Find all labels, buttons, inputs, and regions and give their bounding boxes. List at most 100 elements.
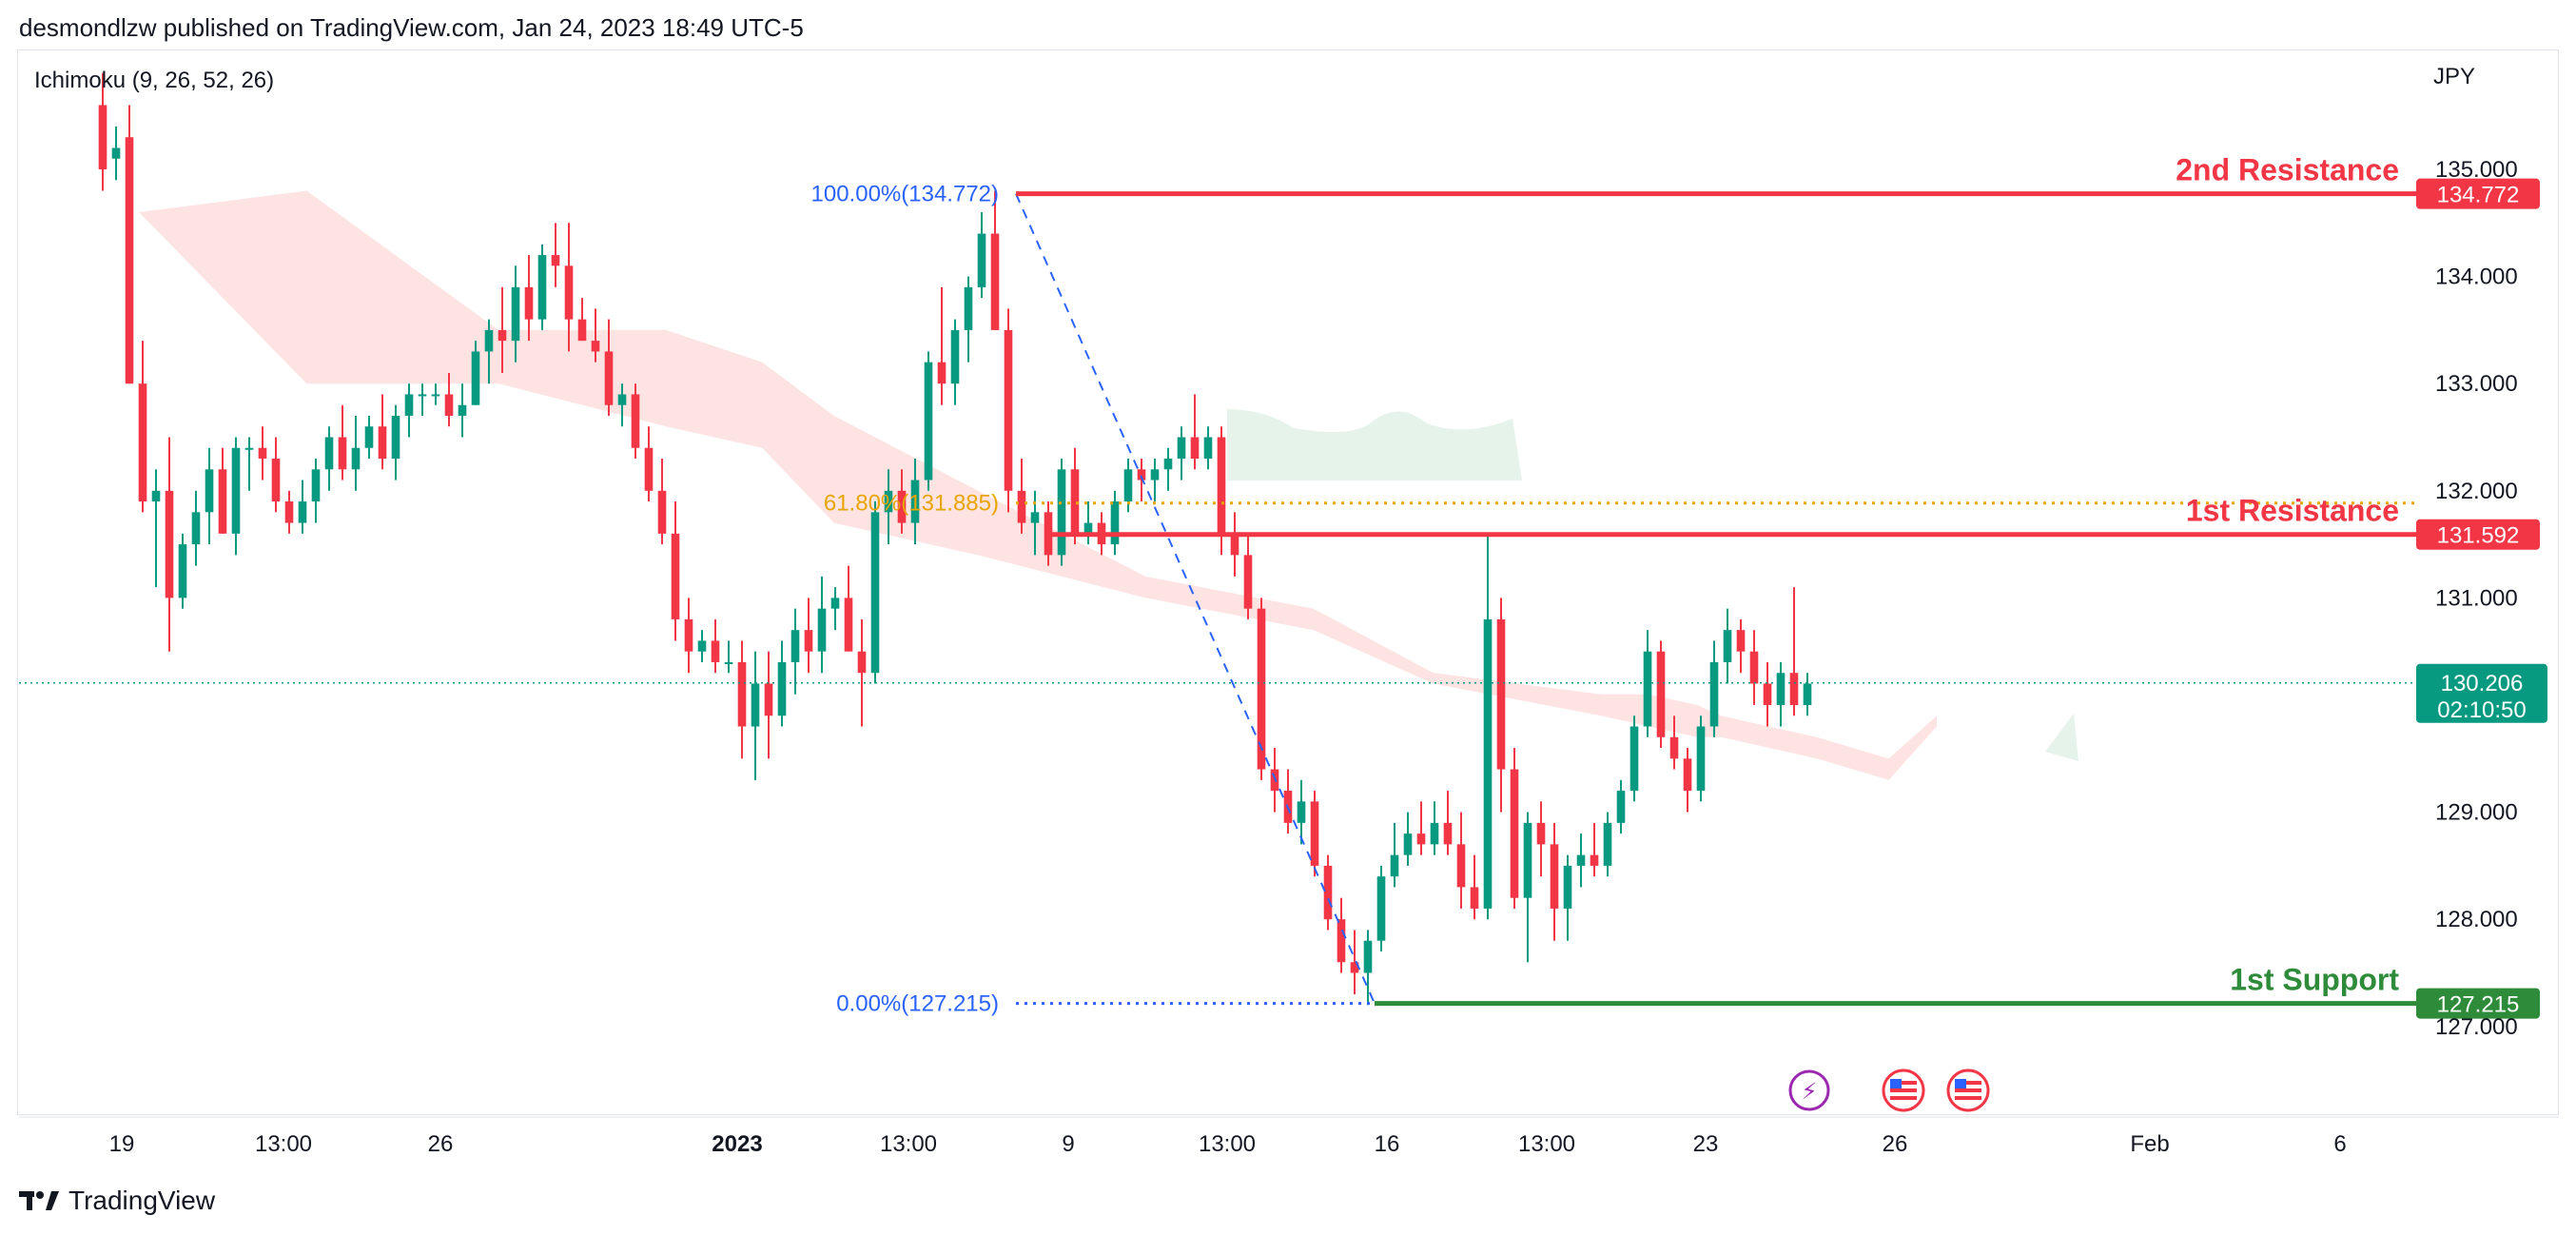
x-tick-label: 13:00	[1518, 1131, 1575, 1157]
candle	[577, 298, 587, 342]
tradingview-logo-icon[interactable]	[19, 1187, 59, 1214]
candle-body	[870, 512, 880, 674]
candle-body	[404, 394, 414, 416]
candle-body	[990, 233, 1000, 330]
candle-body	[1163, 459, 1173, 470]
candle-body	[165, 490, 174, 598]
candle	[511, 265, 520, 363]
candle-body	[1630, 726, 1639, 792]
lightning-event-icon[interactable]	[1788, 1069, 1830, 1111]
candle-body	[697, 640, 707, 652]
candle	[1763, 661, 1772, 727]
candle	[351, 415, 361, 491]
y-tick-label: 127.000	[2435, 1014, 2518, 1040]
candle-body	[884, 490, 893, 513]
candle-body	[844, 598, 853, 652]
candle	[244, 437, 254, 491]
candle	[284, 490, 294, 534]
chart-frame[interactable]	[17, 49, 2559, 1115]
candle	[1310, 791, 1319, 877]
candle	[897, 469, 907, 534]
candle	[1523, 812, 1532, 963]
candle-body	[1616, 791, 1626, 823]
candle	[551, 223, 560, 287]
candle-body	[644, 447, 654, 491]
candle	[231, 437, 241, 556]
candle	[1430, 801, 1439, 855]
candle	[724, 640, 733, 674]
x-tick-label: 9	[1062, 1131, 1074, 1157]
candle	[444, 372, 454, 427]
candle-body	[764, 683, 773, 716]
candles	[98, 72, 1812, 1006]
candle	[364, 415, 374, 460]
fib-label: 61.80%(131.885)	[824, 491, 999, 517]
footer: TradingView	[19, 1186, 215, 1216]
candle-body	[351, 447, 361, 470]
candle	[924, 351, 933, 491]
candle	[737, 640, 747, 759]
indicator-label[interactable]: Ichimoku (9, 26, 52, 26)	[34, 68, 274, 93]
fib-label: 100.00%(134.772)	[811, 182, 999, 207]
candle	[1776, 661, 1786, 727]
candle	[98, 72, 107, 191]
candle-body	[817, 608, 827, 652]
candle	[404, 383, 414, 438]
candle-body	[1190, 437, 1200, 460]
candle	[804, 598, 813, 674]
level-price-tag	[2416, 519, 2540, 550]
x-tick-label: 26	[428, 1131, 454, 1157]
candle	[711, 618, 720, 674]
candle	[990, 190, 1000, 330]
candle-body	[138, 383, 147, 502]
event-icons[interactable]: ⚡	[1788, 1068, 1990, 1112]
publish-info: desmondlzw published on TradingView.com,…	[19, 13, 804, 42]
candle	[1283, 769, 1293, 834]
candle-body	[1350, 962, 1359, 973]
candle	[391, 404, 400, 480]
candle-body	[537, 255, 547, 320]
candle	[591, 308, 600, 363]
candle-body	[657, 490, 667, 534]
candle-body	[1230, 533, 1239, 556]
candle-body	[1110, 501, 1120, 545]
candle-body	[857, 651, 867, 674]
candle	[1203, 426, 1213, 470]
candle	[1669, 716, 1679, 770]
candle-body	[1137, 469, 1146, 480]
candle-body	[1723, 630, 1732, 662]
candle	[125, 105, 134, 384]
footer-brand[interactable]: TradingView	[68, 1186, 216, 1215]
level-name: 1st Support	[2230, 963, 2399, 997]
cloud-bullish	[1227, 409, 1522, 480]
candle-body	[1789, 673, 1799, 705]
candle	[1403, 812, 1413, 866]
candle	[1656, 640, 1666, 749]
candle	[378, 394, 387, 470]
us-flag-icon[interactable]	[1882, 1068, 1925, 1112]
candle-body	[964, 286, 973, 330]
countdown-label: 02:10:50	[2437, 697, 2526, 723]
candle-body	[151, 490, 161, 502]
candle-body	[498, 329, 507, 342]
candle-body	[551, 255, 560, 266]
candle-body	[1203, 437, 1213, 460]
lightning-glyph: ⚡	[1802, 1079, 1818, 1105]
chart-canvas[interactable]: 100.00%(134.772) 61.80%(131.885) 0.00%(127…	[0, 0, 2576, 1180]
candle	[138, 341, 147, 513]
candle-body	[1243, 555, 1253, 609]
candle-body	[631, 394, 640, 448]
candle-body	[324, 437, 334, 470]
level-name: 2nd Resistance	[2176, 153, 2399, 187]
candle	[1443, 791, 1453, 855]
us-flag-icon[interactable]	[1946, 1068, 1990, 1112]
candle-body	[777, 661, 787, 716]
overlays: 100.00%(134.772) 61.80%(131.885) 0.00%(127…	[19, 153, 2547, 1019]
candle	[817, 576, 827, 674]
candle-body	[1310, 801, 1319, 866]
candle	[1230, 512, 1239, 577]
candle-body	[1683, 758, 1692, 792]
candle	[1576, 833, 1586, 888]
x-tick-label: Feb	[2130, 1131, 2169, 1157]
candle	[1723, 608, 1732, 684]
